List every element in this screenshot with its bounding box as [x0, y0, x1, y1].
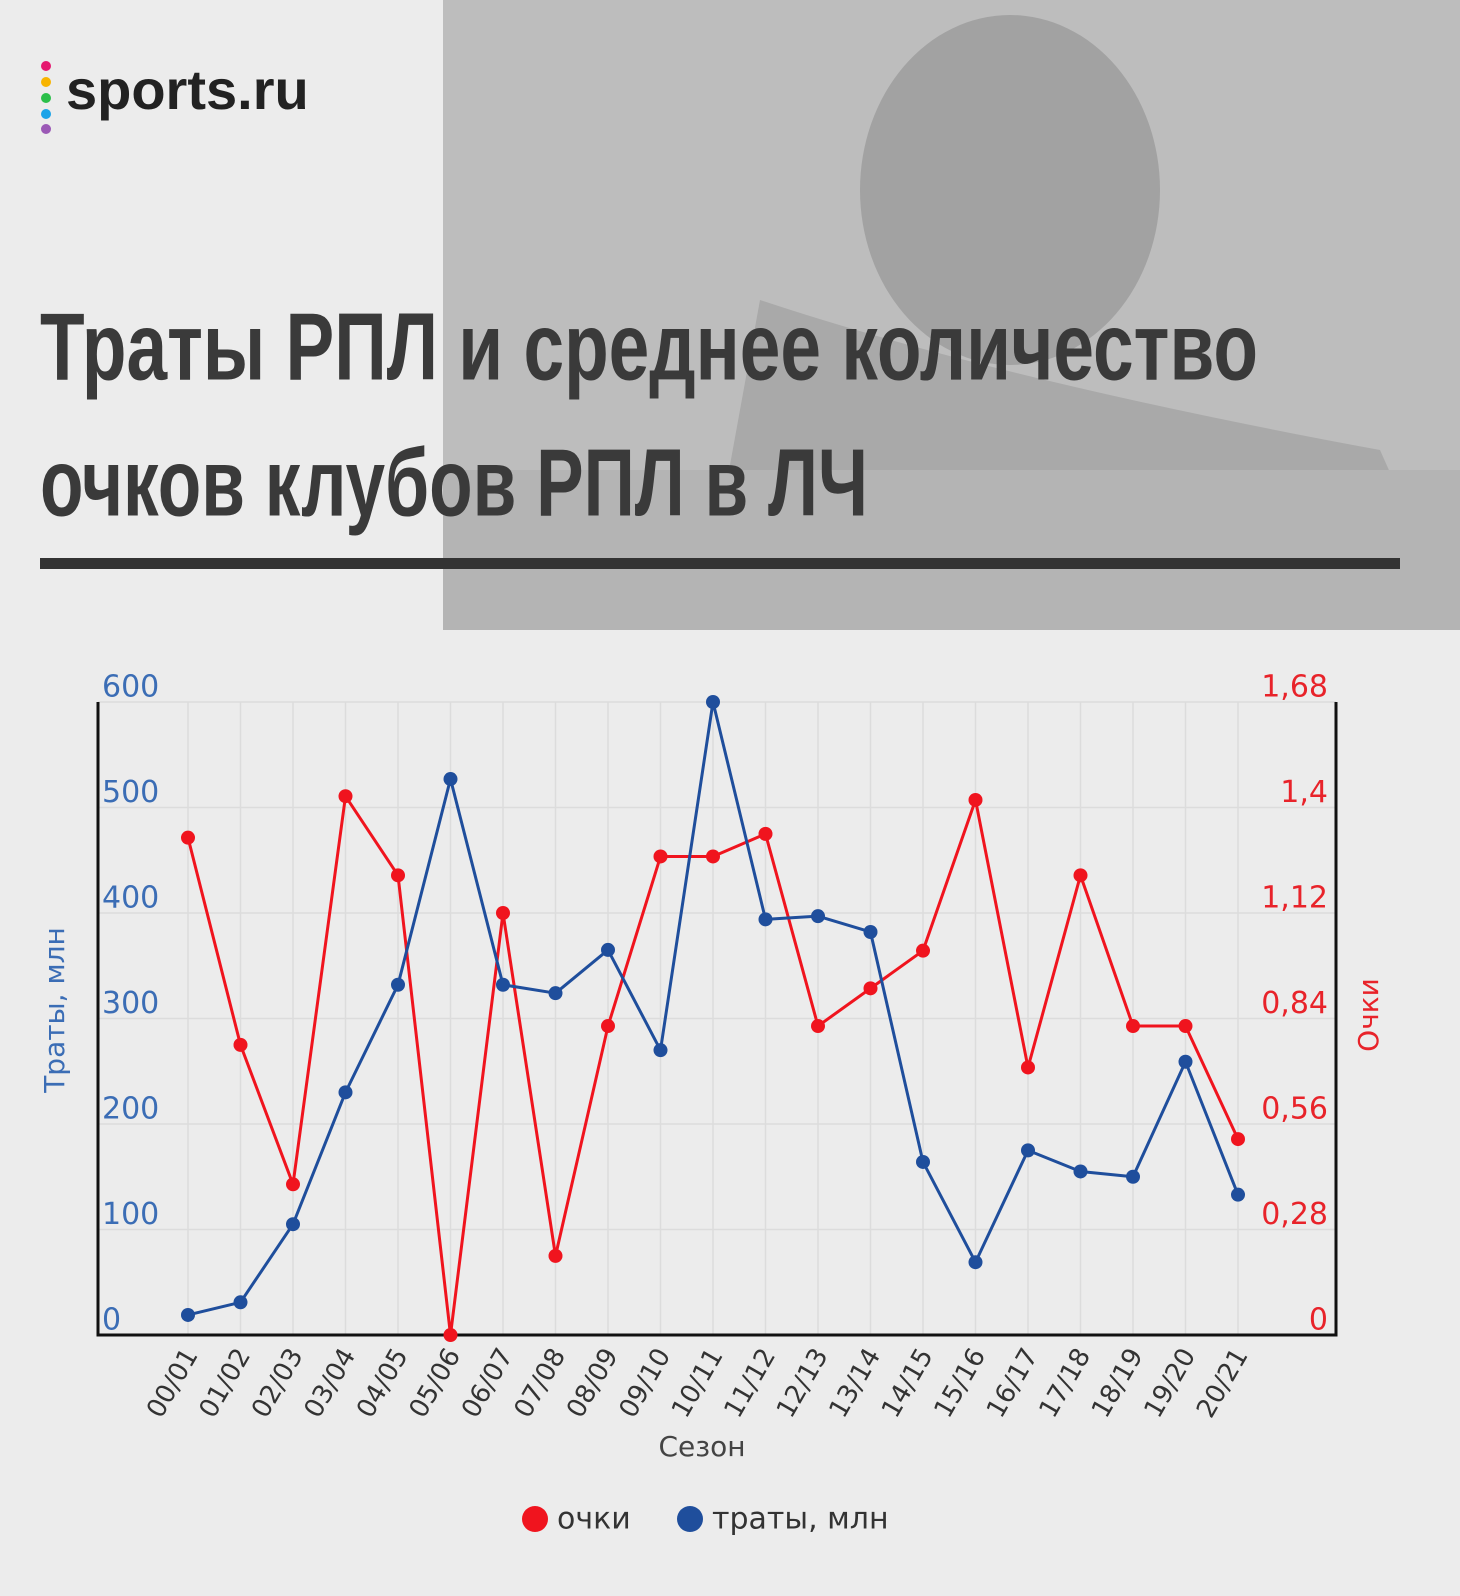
logo-dot: [41, 124, 51, 134]
data-point: [968, 1255, 983, 1270]
data-point: [548, 1248, 563, 1263]
data-point: [1231, 1132, 1245, 1147]
chart-title: очков клубов РПЛ в ЛЧ: [40, 429, 868, 536]
y-tick-label: 400: [102, 881, 159, 916]
legend-label: очки: [557, 1502, 631, 1537]
y-tick-label: 300: [102, 986, 159, 1021]
data-point: [391, 868, 405, 883]
data-point: [601, 942, 615, 957]
data-point: [863, 981, 878, 996]
logo-text: sports.ru: [66, 58, 309, 121]
data-point: [1126, 1169, 1140, 1184]
data-point: [443, 772, 458, 787]
data-point: [181, 830, 195, 845]
legend-swatch: [677, 1506, 703, 1532]
data-point: [1178, 1019, 1193, 1034]
data-point: [548, 986, 563, 1001]
data-point: [863, 924, 878, 939]
data-point: [496, 906, 510, 920]
logo-dot: [41, 109, 51, 119]
data-point: [916, 943, 930, 958]
data-point: [286, 1217, 300, 1232]
y-axis-label: Траты, млн: [38, 927, 71, 1094]
data-point: [653, 849, 668, 864]
data-point: [706, 849, 720, 864]
data-point: [811, 1019, 825, 1034]
y-tick-label: 200: [102, 1092, 159, 1127]
data-point: [496, 977, 510, 992]
data-point: [181, 1307, 195, 1322]
legend-swatch: [522, 1506, 548, 1532]
data-point: [1178, 1054, 1193, 1069]
y2-tick-label: 0,56: [1261, 1092, 1328, 1127]
data-point: [443, 1328, 458, 1342]
y-tick-label: 100: [102, 1197, 159, 1232]
data-point: [391, 977, 405, 992]
y-tick-label: 500: [102, 775, 159, 810]
data-point: [338, 789, 353, 804]
y2-tick-label: 0,28: [1261, 1197, 1328, 1232]
data-point: [233, 1295, 248, 1310]
y2-tick-label: 0: [1309, 1303, 1328, 1338]
logo-dot: [41, 77, 51, 87]
y2-tick-label: 0,84: [1261, 986, 1328, 1021]
y2-tick-label: 1,12: [1261, 881, 1328, 916]
data-point: [1021, 1143, 1035, 1158]
x-axis-label: Сезон: [658, 1430, 745, 1463]
data-point: [968, 792, 983, 807]
data-point: [233, 1037, 248, 1052]
legend-label: траты, млн: [712, 1502, 889, 1537]
y-tick-label: 600: [102, 670, 159, 705]
data-point: [1073, 1164, 1088, 1179]
data-point: [1126, 1019, 1140, 1034]
title-rule: [40, 558, 1400, 569]
logo: sports.ru: [41, 58, 309, 134]
data-point: [1073, 868, 1088, 883]
y-tick-label: 0: [102, 1303, 121, 1338]
data-point: [758, 826, 773, 841]
photo-figure: [860, 15, 1160, 365]
data-point: [758, 912, 773, 927]
logo-dot: [41, 93, 51, 103]
y2-axis-label: Очки: [1352, 978, 1385, 1052]
data-point: [601, 1019, 615, 1034]
y2-tick-label: 1,4: [1280, 775, 1328, 810]
data-point: [1231, 1187, 1245, 1202]
data-point: [1021, 1060, 1035, 1075]
logo-dot: [41, 61, 51, 71]
data-point: [338, 1085, 353, 1100]
data-point: [916, 1154, 930, 1169]
axis-frame: [96, 702, 1338, 1337]
chart-title: Траты РПЛ и среднее количество: [40, 293, 1258, 400]
data-point: [706, 695, 720, 709]
data-point: [811, 909, 825, 924]
photo-table: [443, 470, 1460, 630]
y2-tick-label: 1,68: [1261, 670, 1328, 705]
data-point: [286, 1177, 300, 1192]
data-point: [653, 1043, 668, 1058]
